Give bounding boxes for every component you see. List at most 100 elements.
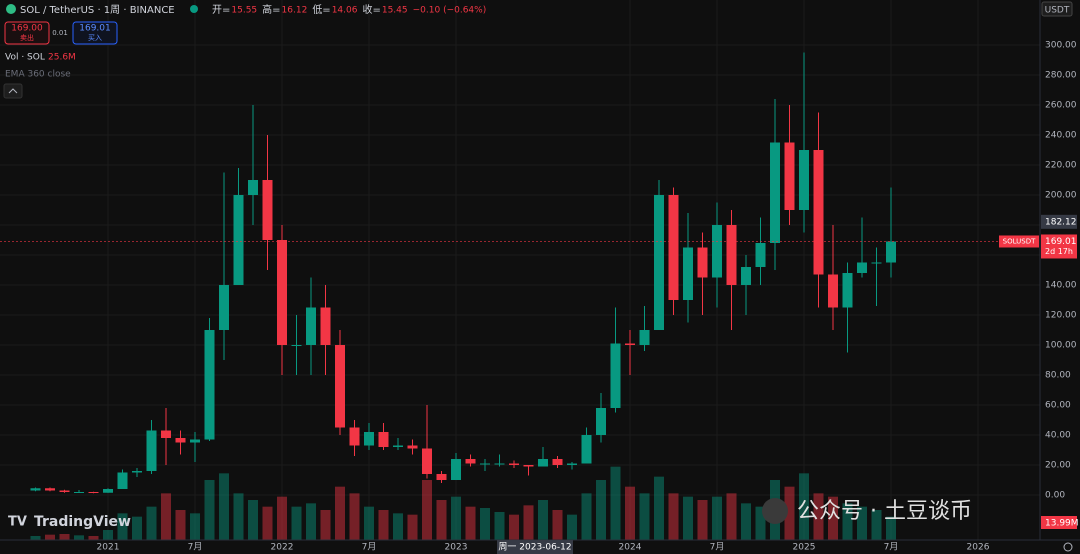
volume-bar: [407, 514, 418, 540]
candle-body: [291, 345, 302, 346]
volume-bar: [509, 514, 519, 540]
volume-bar: [712, 496, 722, 540]
candle-body: [683, 247, 693, 300]
x-tick-label: 2024: [619, 543, 642, 553]
candle-body: [828, 274, 838, 308]
candle-body: [74, 492, 84, 493]
brand: TradingView: [34, 514, 131, 530]
volume-bar: [219, 473, 229, 540]
candle-body: [349, 427, 360, 446]
crosshair-label: 周一 2023-06-12: [498, 542, 571, 553]
volume-bar: [842, 503, 853, 540]
volume-bar: [248, 500, 258, 540]
volume-bar: [59, 534, 70, 540]
indicator-legend[interactable]: EMA 360 close: [5, 70, 71, 80]
candle-body: [190, 439, 200, 443]
volume-bar: [132, 516, 142, 540]
volume-bar: [204, 480, 215, 540]
volume-bar: [291, 506, 302, 540]
y-tick-label: 200.00: [1045, 191, 1077, 201]
candle-body: [538, 459, 548, 467]
x-tick-label: 2026: [967, 543, 990, 553]
volume-bar: [523, 505, 534, 540]
candle-body: [465, 459, 476, 464]
buy-button[interactable]: [72, 21, 118, 45]
collapse-icon: [8, 88, 18, 94]
ohlc-value: 15.45: [382, 6, 408, 16]
y-tick-label: 240.00: [1045, 131, 1077, 141]
candle-body: [45, 488, 55, 491]
candle-body: [161, 430, 171, 438]
spread: 0.01: [52, 29, 68, 37]
y-tick-label: 20.00: [1045, 461, 1071, 471]
y-tick-label: 120.00: [1045, 311, 1077, 321]
sell-button[interactable]: [4, 21, 50, 45]
collapse-button[interactable]: [3, 83, 23, 99]
volume-bar: [567, 514, 577, 540]
candle-body: [755, 243, 766, 267]
sell-price[interactable]: 169.00: [11, 24, 43, 34]
candle-body: [378, 432, 389, 447]
volume-bar: [465, 506, 476, 540]
volume-bar: [857, 506, 867, 540]
y-tick-label: 60.00: [1045, 401, 1071, 411]
price-countdown: 2d 17h: [1045, 247, 1073, 256]
volume-bar: [45, 534, 55, 540]
volume-bar: [552, 510, 563, 540]
currency-button[interactable]: [1041, 1, 1073, 17]
y-tick-label: 80.00: [1045, 371, 1071, 381]
candle-body: [726, 225, 737, 285]
candle-body: [204, 330, 215, 440]
candle-body: [610, 343, 621, 408]
price-name: SOLUSDT: [1003, 237, 1036, 245]
volume-bar: [378, 510, 389, 540]
volume-bar: [755, 506, 766, 540]
candle-body: [233, 195, 244, 285]
price-box: [1041, 234, 1077, 259]
ohlc-label: 低=: [312, 3, 330, 16]
volume-bar: [306, 503, 316, 540]
candle-body: [480, 463, 490, 465]
y-tick-label: 280.00: [1045, 71, 1077, 81]
candles: [30, 52, 896, 494]
volume-bar: [625, 486, 635, 540]
volume-marker-box: [1041, 516, 1077, 529]
candle-body: [494, 463, 505, 465]
candle-body: [320, 307, 331, 345]
ohlc-label: 收=: [362, 3, 380, 16]
candle-body: [639, 330, 650, 345]
candle-body: [581, 435, 592, 464]
currency[interactable]: USDT: [1045, 6, 1070, 16]
candle-body: [770, 142, 780, 243]
volume-bar: [494, 512, 505, 540]
candle-body: [871, 262, 882, 264]
volume-bar: [668, 493, 679, 540]
candle-body: [842, 273, 853, 308]
buy-price[interactable]: 169.01: [79, 24, 111, 34]
volume-bar: [596, 480, 606, 540]
symbol-title[interactable]: SOL / TetherUS · 1周 · BINANCE: [20, 4, 175, 16]
candle-body: [306, 307, 316, 345]
volume-bar: [538, 500, 548, 540]
volume-legend: Vol · SOL: [5, 53, 45, 63]
volume-bar: [422, 480, 432, 540]
sell-text[interactable]: 卖出: [20, 33, 34, 42]
candle-body: [697, 247, 708, 278]
y-tick-label: 0.00: [1045, 491, 1065, 501]
ohlc-value: 15.55: [231, 6, 257, 16]
axes: 0.00 20.00 40.00 60.00 80.00 100.00 120.00 140.…: [0, 41, 1079, 554]
volume: [30, 466, 896, 540]
candle-body: [436, 474, 447, 480]
status-dot: [190, 5, 198, 13]
high-marker: 182.12: [1045, 217, 1077, 227]
volume-bar: [654, 476, 664, 540]
x-tick-label: 7月: [188, 542, 203, 553]
candle-body: [886, 241, 896, 263]
symbol-icon: [6, 4, 16, 14]
buy-text[interactable]: 买入: [88, 34, 102, 42]
ohlc-legend: 开= 15.55 高= 16.12 低= 14.06 收= 15.45: [212, 3, 408, 16]
y-tick-label: 100.00: [1045, 341, 1077, 351]
volume-bar: [639, 493, 650, 540]
y-tick-label: 40.00: [1045, 431, 1071, 441]
